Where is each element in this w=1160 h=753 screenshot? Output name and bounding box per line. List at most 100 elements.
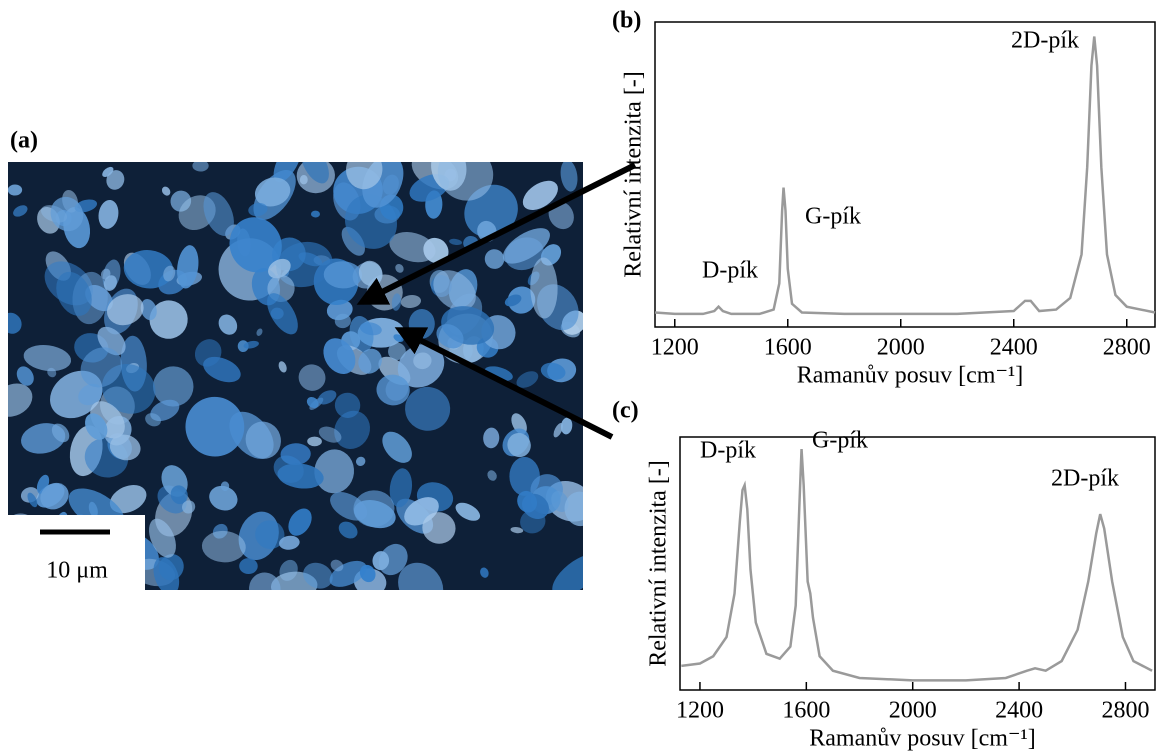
blob xyxy=(245,421,281,459)
blob xyxy=(449,238,463,246)
panel-label: (b) xyxy=(612,8,641,34)
blob xyxy=(355,456,366,466)
blob xyxy=(338,521,358,539)
blob xyxy=(163,265,176,282)
blob xyxy=(185,396,245,457)
x-tick-label: 2800 xyxy=(1103,335,1151,361)
blob xyxy=(288,508,312,536)
blob xyxy=(306,397,319,409)
blob xyxy=(278,361,287,373)
blob xyxy=(436,324,464,349)
blob xyxy=(323,261,363,289)
blob xyxy=(346,162,383,190)
micrograph xyxy=(8,162,583,590)
blob xyxy=(85,413,108,440)
blob xyxy=(192,162,209,172)
blob xyxy=(303,562,333,589)
peak-annotation: D-pík xyxy=(702,258,758,284)
panel-label: (c) xyxy=(612,398,639,424)
blob xyxy=(310,210,320,218)
blob xyxy=(109,485,147,514)
x-axis-label: Ramanův posuv [cm⁻¹] xyxy=(809,726,1036,752)
blob xyxy=(158,554,184,581)
blob xyxy=(389,232,436,263)
blob xyxy=(423,237,449,264)
peak-annotation: 2D-pík xyxy=(1051,466,1119,492)
blob xyxy=(106,170,125,190)
blob xyxy=(382,431,412,463)
x-tick-label: 2000 xyxy=(889,698,937,724)
x-tick-label: 2400 xyxy=(990,335,1038,361)
blob xyxy=(341,226,365,256)
spectrum-line xyxy=(681,448,1153,682)
blob xyxy=(299,175,308,185)
blob xyxy=(314,449,355,494)
blob xyxy=(553,423,563,438)
blob xyxy=(318,426,342,443)
blob xyxy=(389,468,413,508)
blob xyxy=(209,485,238,511)
blob xyxy=(391,293,402,311)
blob xyxy=(560,162,578,192)
blob xyxy=(413,352,432,370)
x-tick-label: 2000 xyxy=(877,335,925,361)
x-tick-label: 1200 xyxy=(651,335,699,361)
blob xyxy=(298,364,326,391)
blob xyxy=(8,312,22,334)
blob xyxy=(483,427,500,449)
blob xyxy=(78,383,103,406)
x-tick-label: 2400 xyxy=(995,698,1043,724)
blob xyxy=(80,347,122,388)
arrow xyxy=(356,162,637,305)
peak-annotation: 2D-pík xyxy=(1011,28,1079,54)
blob xyxy=(254,177,291,207)
blob xyxy=(123,250,174,289)
blob xyxy=(358,348,382,374)
blob xyxy=(334,410,371,450)
blob xyxy=(50,196,84,232)
blob xyxy=(161,186,171,196)
blob xyxy=(249,572,281,590)
blob xyxy=(177,245,199,289)
blob xyxy=(13,205,28,217)
blob xyxy=(98,199,119,229)
blob xyxy=(510,527,524,534)
blob xyxy=(107,294,144,326)
blob xyxy=(530,257,558,319)
blob xyxy=(502,228,550,264)
y-axis-label: Relativní intenzita [-] xyxy=(646,460,672,667)
blob xyxy=(170,485,188,505)
blob xyxy=(540,362,566,380)
panel-label: (a) xyxy=(10,128,38,154)
blob xyxy=(229,217,282,273)
blob xyxy=(487,470,497,481)
blob xyxy=(405,386,451,431)
blob xyxy=(395,264,404,273)
peak-annotation: D-pík xyxy=(700,438,756,464)
blob xyxy=(255,520,285,550)
arrow xyxy=(394,327,614,440)
blob xyxy=(194,339,222,367)
blob xyxy=(140,299,157,321)
blob xyxy=(480,567,489,578)
blob xyxy=(149,300,188,339)
blob xyxy=(100,268,111,280)
blob xyxy=(433,270,476,311)
blob xyxy=(301,162,329,184)
blob xyxy=(279,535,300,550)
blob xyxy=(220,481,230,492)
blob xyxy=(359,564,376,583)
blob xyxy=(239,558,258,575)
plot-frame xyxy=(654,21,1156,328)
blob xyxy=(8,184,23,196)
x-tick-label: 1600 xyxy=(782,698,830,724)
blob xyxy=(507,286,536,314)
blob xyxy=(27,492,38,508)
blob xyxy=(517,490,538,513)
scale-bar-box xyxy=(8,515,145,590)
blob xyxy=(400,295,422,309)
blob xyxy=(8,383,33,417)
blob xyxy=(267,293,298,335)
blob xyxy=(385,376,409,401)
blob xyxy=(334,313,351,329)
